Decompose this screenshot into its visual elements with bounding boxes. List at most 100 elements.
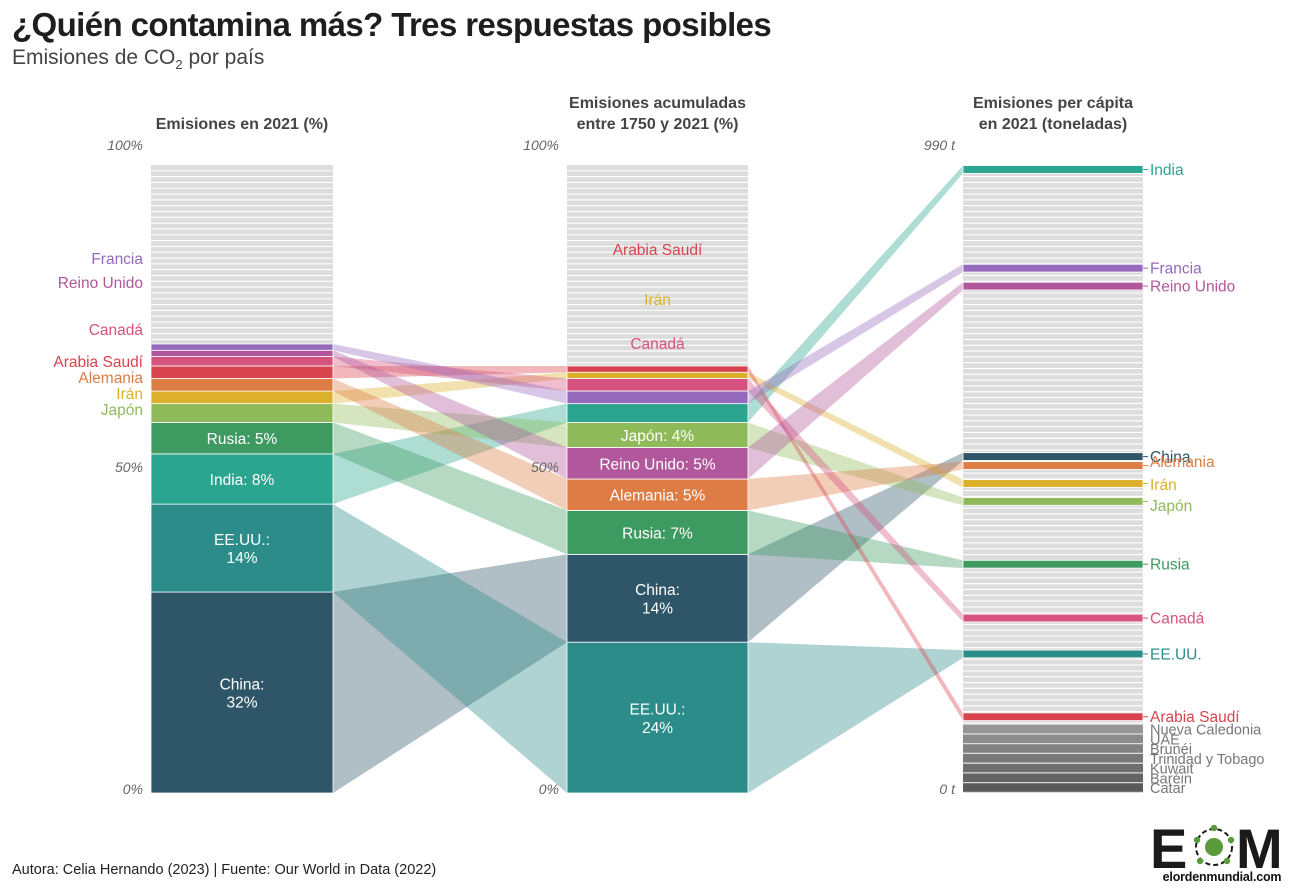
connector-bands xyxy=(333,165,963,793)
logo-letter-e: E xyxy=(1150,818,1187,874)
segment-nueva-caledonia-col3 xyxy=(963,724,1143,734)
segment-reino-unido-col3 xyxy=(962,281,1144,291)
globe-dots-icon xyxy=(1193,824,1235,866)
column-title-3: en 2021 (toneladas) xyxy=(979,116,1128,133)
segment-iran-col1 xyxy=(150,390,334,405)
segment-canada-col1 xyxy=(150,356,334,367)
inside-label-india-col1: India: 8% xyxy=(210,472,275,489)
inside-label-japon-col2: Japón: 4% xyxy=(621,428,694,445)
band-iran-2021-to-acumuladas xyxy=(333,372,567,404)
band-ee-uu-2021-to-acumuladas xyxy=(333,504,567,793)
label-barein: Baréin xyxy=(1150,771,1192,787)
subtitle-subscript: 2 xyxy=(175,57,183,73)
segment-japon-col1 xyxy=(150,403,334,423)
colored-segments xyxy=(150,165,1144,794)
segment-arabia-saudi-col2 xyxy=(566,365,749,373)
band-reino-unido-acumuladas-to-percapita xyxy=(748,282,963,479)
top-label-canada: Canadá xyxy=(630,336,685,353)
segment-iran-col2 xyxy=(566,371,749,379)
segment-alemania-col1 xyxy=(150,378,334,392)
band-japon-2021-to-acumuladas xyxy=(333,403,567,448)
segment-kuwait-col3 xyxy=(963,763,1143,773)
side-label-reino-unido: Reino Unido xyxy=(58,275,143,292)
segment-reino-unido-col2 xyxy=(566,447,749,480)
column-title-1: Emisiones en 2021 (%) xyxy=(156,116,329,133)
segment-barein-col3 xyxy=(963,773,1143,783)
inside-label-ee-uu-col2: EE.UU.: 24% xyxy=(630,701,686,736)
inside-label-ee-uu-col1: EE.UU.: 14% xyxy=(214,532,270,567)
logo-letter-m: M xyxy=(1236,818,1283,874)
source-credit: Autora: Celia Hernando (2023) | Fuente: … xyxy=(12,862,437,878)
band-alemania-2021-to-acumuladas xyxy=(333,378,567,511)
segment-rusia-col2 xyxy=(566,509,749,555)
segment-arabia-saudi-col3 xyxy=(962,712,1144,722)
segment-ee-uu-col1 xyxy=(150,503,334,593)
axis-mid-col1: 50% xyxy=(115,459,143,475)
label-trinidad-y-tobago: Trinidad y Tobago xyxy=(1150,752,1264,768)
right-label-canada: Canadá xyxy=(1150,611,1205,628)
label-catar: Catar xyxy=(1150,781,1186,797)
top-label-arabia-saudi: Arabia Saudí xyxy=(613,242,703,259)
axis-top-col3: 990 t xyxy=(924,137,956,153)
segment-francia-col1 xyxy=(150,343,334,351)
band-ee-uu-acumuladas-to-percapita xyxy=(748,642,963,793)
segment-francia-col2 xyxy=(566,390,749,405)
right-label-japon: Japón xyxy=(1150,498,1192,515)
axis-bottom-col1: 0% xyxy=(123,781,143,797)
eom-logo-mark: E M xyxy=(1150,818,1283,874)
segment-india-col3 xyxy=(962,165,1144,174)
inside-label-china-col2: China: 14% xyxy=(635,582,680,617)
segment-catar-col3 xyxy=(963,783,1143,792)
segment-india-col2 xyxy=(566,403,749,423)
segment-uae-col3 xyxy=(963,734,1143,744)
segment-alemania-col3 xyxy=(962,461,1144,470)
logo-site: elordenmundial.com xyxy=(1162,870,1282,884)
band-iran-acumuladas-to-percapita xyxy=(748,372,963,488)
side-label-japon: Japón xyxy=(101,402,143,419)
segment-arabia-saudi-col1 xyxy=(150,365,334,379)
band-francia-acumuladas-to-percapita xyxy=(748,264,963,404)
segment-trinidad-y-tobago-col3 xyxy=(963,753,1143,763)
label-nueva-caledonia: Nueva Caledonia xyxy=(1150,723,1262,739)
band-reino-unido-2021-to-acumuladas xyxy=(333,350,567,479)
band-arabia-saudi-2021-to-acumuladas xyxy=(333,365,567,379)
inside-label-reino-unido-col2: Reino Unido: 5% xyxy=(599,456,716,473)
inside-label-rusia-col1: Rusia: 5% xyxy=(207,431,278,448)
band-rusia-2021-to-acumuladas xyxy=(333,422,567,555)
chart-subtitle: Emisiones de CO2 por país xyxy=(12,46,264,72)
side-label-iran: Irán xyxy=(116,386,143,403)
band-china-2021-to-acumuladas xyxy=(333,554,567,793)
axis-top-col2: 100% xyxy=(523,137,559,153)
band-rusia-acumuladas-to-percapita xyxy=(748,510,963,569)
segment-ee-uu-col3 xyxy=(962,649,1144,659)
right-label-iran: Irán xyxy=(1150,477,1177,494)
label-brunei: Brunéi xyxy=(1150,742,1192,758)
band-francia-2021-to-acumuladas xyxy=(333,343,567,404)
column-title-2: Emisiones acumuladas xyxy=(569,95,746,112)
right-label-china: China xyxy=(1150,449,1191,466)
band-canada-acumuladas-to-percapita xyxy=(748,378,963,622)
axis-bottom-col3: 0 t xyxy=(939,781,956,797)
axis-mid-col2: 50% xyxy=(531,459,559,475)
right-label-alemania: Alemania xyxy=(1150,454,1215,471)
segment-china-col3 xyxy=(962,452,1144,461)
band-canada-2021-to-acumuladas xyxy=(333,356,567,392)
segment-japon-col3 xyxy=(962,497,1144,506)
right-label-francia: Francia xyxy=(1150,261,1202,278)
segment-ee-uu-col2 xyxy=(566,641,749,794)
segment-china-col1 xyxy=(150,591,334,794)
segment-china-col2 xyxy=(566,553,749,643)
right-label-arabia-saudi: Arabia Saudí xyxy=(1150,709,1240,726)
band-alemania-acumuladas-to-percapita xyxy=(748,461,963,511)
right-label-india: India xyxy=(1150,162,1184,179)
label-kuwait: Kuwait xyxy=(1150,762,1194,778)
segment-japon-col2 xyxy=(566,422,749,449)
segment-rusia-col3 xyxy=(962,559,1144,569)
segment-rusia-col1 xyxy=(150,422,334,455)
band-arabia-saudi-acumuladas-to-percapita xyxy=(748,365,963,721)
subtitle-main: Emisiones de CO xyxy=(12,46,176,69)
right-label-rusia: Rusia xyxy=(1150,557,1190,574)
eom-logo[interactable]: E M elordenmundial.com xyxy=(1148,818,1296,888)
